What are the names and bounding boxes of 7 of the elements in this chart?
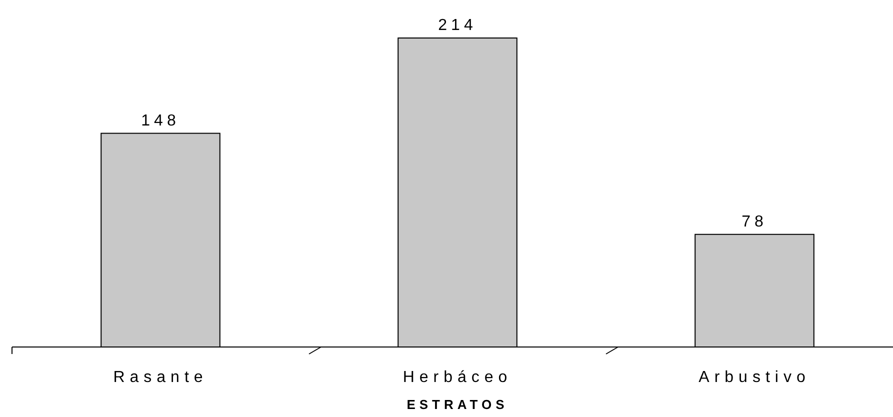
data-label: 78 bbox=[742, 213, 768, 230]
x-tick-label: Herbáceo bbox=[402, 369, 512, 386]
x-axis-title: ESTRATOS bbox=[406, 397, 508, 412]
data-label: 214 bbox=[438, 17, 477, 34]
data-label: 148 bbox=[141, 112, 180, 130]
x-tick-label: Rasante bbox=[113, 369, 208, 386]
x-tick-label: Arbustivo bbox=[698, 369, 810, 386]
